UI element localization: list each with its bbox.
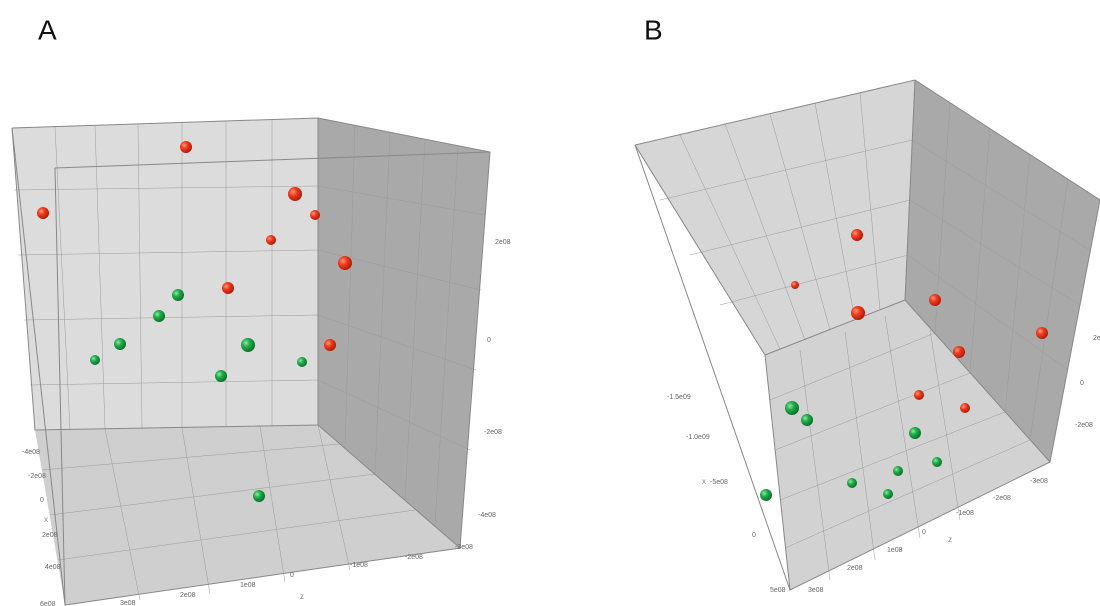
z-tick-label: -3e08: [1030, 478, 1048, 485]
sphere-green: [297, 357, 307, 367]
sphere-green: [847, 478, 857, 488]
x-tick-label: -1.5e09: [667, 394, 691, 401]
sphere-green: [883, 489, 893, 499]
z-tick-label: 0: [290, 572, 294, 579]
z-tick-label: -1e08: [956, 510, 974, 517]
panel-label: B: [644, 14, 663, 45]
sphere-red: [310, 210, 320, 220]
sphere-red: [1036, 327, 1048, 339]
sphere-green: [909, 427, 921, 439]
y-tick-label: 2e: [1093, 335, 1100, 342]
sphere-red: [914, 390, 924, 400]
x-tick-label: 2e08: [42, 532, 58, 539]
y-tick-label: -4e08: [478, 512, 496, 519]
z-tick-label: -3e08: [455, 544, 473, 551]
x-axis-title: x: [702, 477, 706, 486]
x-tick-label: -1.0e09: [686, 434, 710, 441]
z-tick-label: 1e08: [887, 547, 903, 554]
y-tick-label: -2e08: [484, 429, 502, 436]
y-tick-label: 0: [1080, 380, 1084, 387]
z-tick-label: 3e08: [120, 600, 136, 606]
z-tick-label: 1e08: [240, 582, 256, 589]
sphere-red: [953, 346, 965, 358]
z-tick-label: 0: [922, 529, 926, 536]
sphere-red: [929, 294, 941, 306]
sphere-red: [324, 339, 336, 351]
x-tick-label: 4e08: [45, 564, 61, 571]
panel-a-box: [11, 117, 491, 606]
sphere-red: [851, 306, 865, 320]
z-tick-label: -1e08: [350, 562, 368, 569]
sphere-green: [153, 310, 165, 322]
z-tick-label: 2e08: [847, 565, 863, 572]
sphere-green: [90, 355, 100, 365]
axis-labels: -4e08 -2e08 0 2e08 4e08 6e08 x 2e08 0 -2e08 -4e08 3…: [22, 239, 1100, 606]
sphere-red: [222, 282, 234, 294]
sphere-red: [37, 207, 49, 219]
z-axis-title: z: [300, 592, 304, 601]
panel-label: A: [38, 14, 57, 45]
sphere-green: [801, 414, 813, 426]
sphere-red: [338, 256, 352, 270]
sphere-red: [851, 229, 863, 241]
x-tick-label: 6e08: [40, 601, 56, 606]
y-tick-label: 0: [487, 337, 491, 344]
z-tick-label: 2e08: [180, 592, 196, 599]
x-tick-label: -2e08: [28, 473, 46, 480]
sphere-red: [266, 235, 276, 245]
z-tick-label: -2e08: [993, 495, 1011, 502]
sphere-red: [288, 187, 302, 201]
x-tick-label: 5e08: [770, 587, 786, 594]
y-tick-label: -2e08: [1075, 422, 1093, 429]
z-axis-title: z: [948, 535, 952, 544]
sphere-red: [180, 141, 192, 153]
sphere-green: [215, 370, 227, 382]
z-tick-label: 3e08: [808, 587, 824, 594]
sphere-green: [932, 457, 942, 467]
sphere-red: [960, 403, 970, 413]
sphere-green: [114, 338, 126, 350]
x-axis-title: x: [44, 515, 48, 524]
sphere-green: [785, 401, 799, 415]
x-tick-label: -5e08: [710, 479, 728, 486]
sphere-green: [172, 289, 184, 301]
points: [37, 141, 1048, 502]
sphere-red: [791, 281, 799, 289]
y-tick-label: 2e08: [495, 239, 511, 246]
panel-b-box: [634, 79, 1100, 591]
sphere-green: [253, 490, 265, 502]
x-tick-label: 0: [752, 532, 756, 539]
sphere-green: [760, 489, 772, 501]
z-tick-label: -2e08: [405, 554, 423, 561]
sphere-green: [241, 338, 255, 352]
sphere-green: [893, 466, 903, 476]
x-tick-label: -4e08: [22, 449, 40, 456]
x-tick-label: 0: [40, 497, 44, 504]
